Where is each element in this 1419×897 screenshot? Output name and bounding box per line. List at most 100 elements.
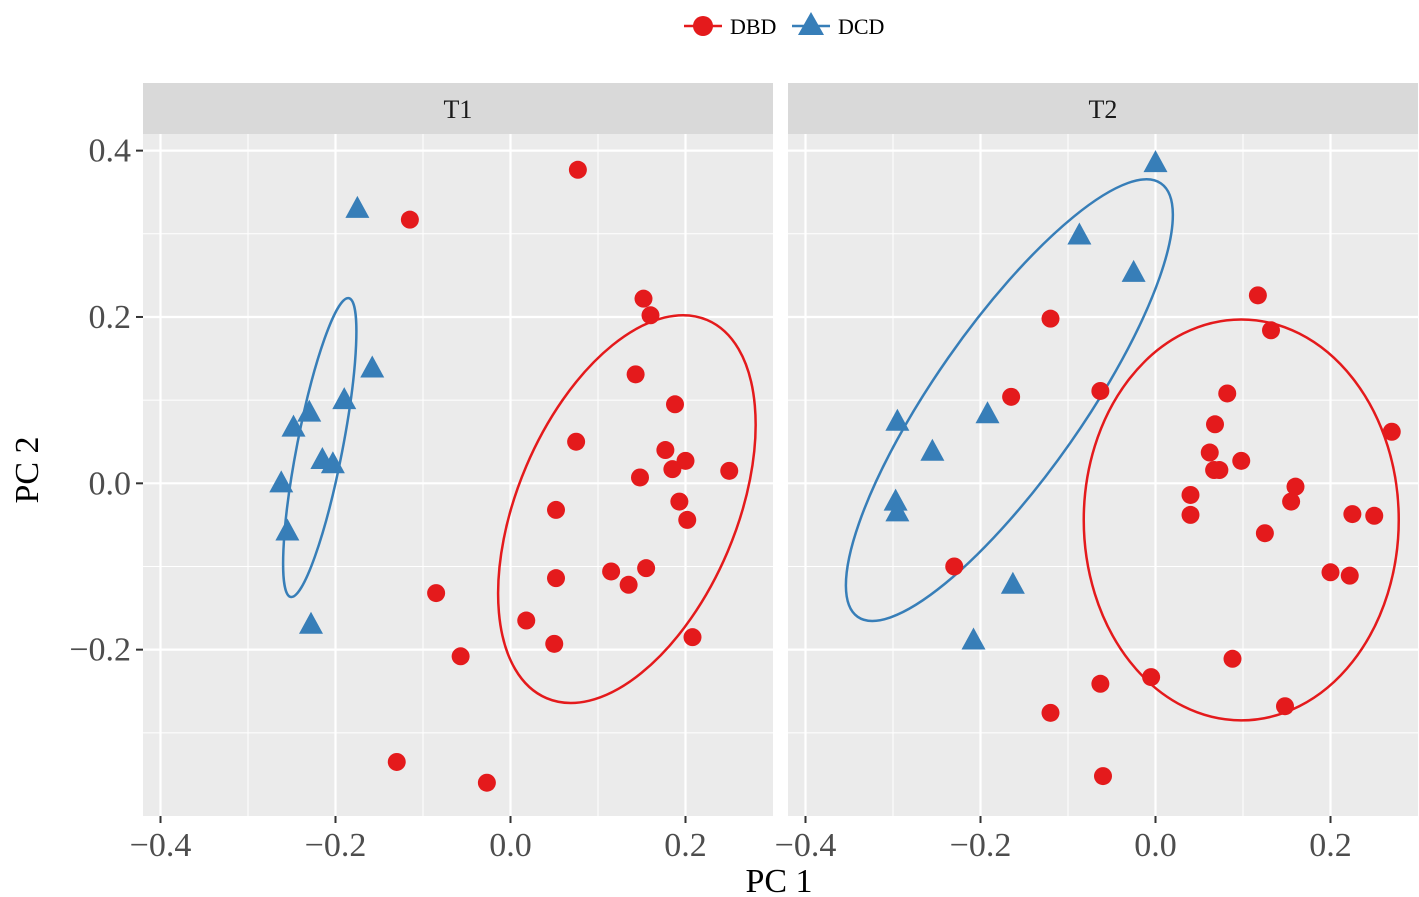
legend-label-dbd: DBD <box>730 14 776 39</box>
data-point-dbd <box>1181 505 1200 524</box>
x-tick-label: −0.4 <box>130 827 192 864</box>
data-point-dcd <box>275 518 300 541</box>
confidence-ellipse-dbd <box>496 313 757 705</box>
data-point-dbd <box>547 569 565 588</box>
x-tick-label: 0.0 <box>489 827 532 864</box>
data-point-dbd <box>641 306 660 325</box>
data-point-dbd <box>400 210 419 229</box>
data-point-dbd <box>631 468 649 487</box>
data-point-dbd <box>1321 563 1340 582</box>
plot-background <box>788 134 1418 816</box>
data-point-dbd <box>637 559 656 578</box>
data-point-dcd <box>299 611 323 634</box>
legend: DBD DCD <box>684 12 884 39</box>
data-point-dbd <box>1276 697 1294 716</box>
data-point-dbd <box>678 510 697 529</box>
legend-key-dbd <box>684 16 722 36</box>
data-point-dbd <box>720 461 739 480</box>
legend-label-dcd: DCD <box>838 14 884 39</box>
data-point-dbd <box>1041 309 1060 328</box>
data-point-dbd <box>1340 566 1359 585</box>
data-point-dbd <box>683 628 702 647</box>
data-point-dbd <box>547 500 565 519</box>
data-point-dcd <box>320 451 345 474</box>
confidence-ellipse-dcd <box>844 178 1175 623</box>
panel-t2: T2 <box>788 83 1418 816</box>
data-point-dcd <box>885 499 910 522</box>
panel-strip-label: T1 <box>444 95 473 124</box>
data-point-dbd <box>451 647 470 666</box>
data-point-dcd <box>883 488 908 511</box>
data-point-dbd <box>545 634 564 653</box>
data-point-dbd <box>676 451 695 470</box>
data-point-dbd <box>1286 477 1305 496</box>
panel-strip <box>143 83 773 134</box>
data-point-dbd <box>602 562 621 581</box>
data-point-dbd <box>1181 485 1200 504</box>
x-tick-label: 0.0 <box>1134 827 1177 864</box>
data-point-dbd <box>634 289 653 308</box>
panel-strip <box>788 83 1418 134</box>
panel-t1: T1 <box>143 83 773 816</box>
data-point-dcd <box>269 470 294 493</box>
data-point-dbd <box>387 752 406 771</box>
data-point-dbd <box>945 557 964 576</box>
data-point-dbd <box>1041 703 1060 722</box>
confidence-ellipse-dbd <box>1082 318 1400 722</box>
data-point-dcd <box>1000 571 1025 594</box>
y-axis: 0.4 0.2 0.0 −0.2 <box>69 133 143 669</box>
data-point-dbd <box>670 492 689 511</box>
data-point-dbd <box>1210 461 1229 480</box>
data-point-dbd <box>477 773 496 792</box>
data-point-dbd <box>619 575 638 594</box>
x-tick-label: 0.2 <box>1309 827 1352 864</box>
data-point-dbd <box>1255 524 1274 543</box>
data-point-dcd <box>1067 222 1092 245</box>
legend-key-dcd <box>792 12 830 35</box>
data-point-dbd <box>1223 649 1242 668</box>
data-point-dbd <box>1218 384 1237 403</box>
data-point-dcd <box>961 627 986 650</box>
data-point-dcd <box>281 414 306 437</box>
data-point-dbd <box>1142 668 1161 687</box>
data-point-dcd <box>1121 259 1146 282</box>
x-axis-title: PC 1 <box>745 863 812 897</box>
data-point-dbd <box>1248 286 1267 305</box>
data-point-dcd <box>975 401 1000 424</box>
data-point-dbd <box>1365 506 1384 525</box>
data-point-dbd <box>567 432 586 451</box>
data-point-dbd <box>1206 415 1224 434</box>
data-point-dbd <box>568 160 587 179</box>
x-tick-label: −0.4 <box>775 827 837 864</box>
confidence-ellipse-dcd <box>281 296 358 599</box>
data-point-dcd <box>332 387 357 410</box>
data-point-dbd <box>1262 321 1280 340</box>
data-point-dbd <box>1232 451 1251 470</box>
data-point-dbd <box>1091 381 1110 400</box>
y-axis-title: PC 2 <box>9 436 46 503</box>
data-point-dcd <box>297 399 322 422</box>
data-point-dbd <box>1282 492 1301 511</box>
y-tick-label: 0.4 <box>89 133 132 170</box>
y-tick-label: 0.0 <box>89 465 132 502</box>
data-point-dbd <box>1200 443 1219 462</box>
data-point-dbd <box>663 460 682 479</box>
y-tick-label: −0.2 <box>69 632 131 669</box>
data-point-dbd <box>517 611 536 630</box>
data-point-dcd <box>345 195 370 218</box>
data-point-dcd <box>885 408 910 431</box>
data-point-dbd <box>427 584 446 603</box>
data-point-dbd <box>626 365 645 384</box>
data-point-dbd <box>1002 387 1021 406</box>
data-point-dbd <box>666 395 684 414</box>
x-tick-label: −0.2 <box>950 827 1012 864</box>
x-tick-label: 0.2 <box>664 827 707 864</box>
data-point-dcd <box>920 438 945 461</box>
data-point-dbd <box>656 441 675 460</box>
data-point-dcd <box>360 355 385 378</box>
data-point-dbd <box>1343 505 1362 524</box>
x-tick-label: −0.2 <box>305 827 367 864</box>
x-axis: −0.4 −0.2 0.0 0.2 −0.4 −0.2 0.0 0.2 <box>130 816 1352 864</box>
data-point-dbd <box>1382 422 1401 441</box>
